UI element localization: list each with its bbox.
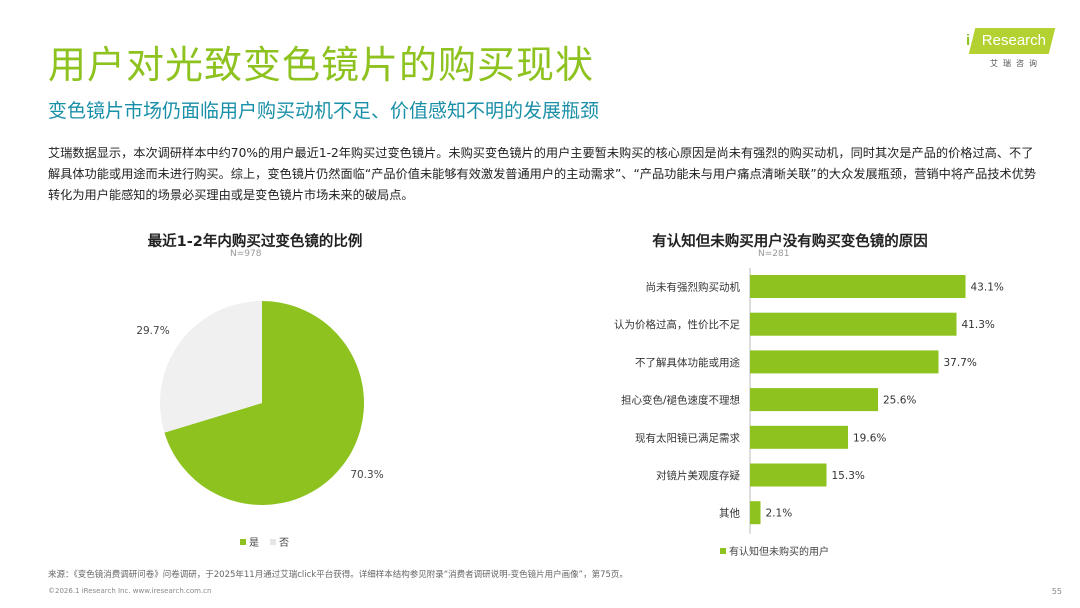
bar-value-label-6: 2.1% [766, 508, 793, 520]
bar-value-label-4: 19.6% [853, 432, 886, 444]
pie-label-0: 70.3% [350, 469, 383, 481]
logo-i: i [966, 32, 971, 49]
page-subtitle: 变色镜片市场仍面临用户购买动机不足、价值感知不明的发展瓶颈 [48, 100, 600, 122]
pie-legend-label-0: 是 [249, 537, 259, 549]
pie-chart: 70.3% 29.7% 是 否 [136, 301, 384, 549]
pie-legend-label-1: 否 [279, 537, 289, 549]
page-title: 用户对光致变色镜片的购买现状 [48, 43, 595, 87]
bar-category-5: 对镜片美观度存疑 [656, 469, 740, 482]
pie-slice-1 [159, 301, 262, 433]
bar-legend-label: 有认知但未购买的用户 [729, 545, 829, 558]
pie-chart-sample-size: N=978 [230, 249, 262, 259]
bar-3 [750, 388, 878, 412]
bar-4 [750, 425, 848, 449]
bar-category-4: 现有太阳镜已满足需求 [635, 431, 740, 444]
bar-category-0: 尚未有强烈购买动机 [646, 281, 741, 294]
bar-chart-sample-size: N=281 [758, 249, 790, 259]
bar-value-label-2: 37.7% [944, 357, 977, 369]
bar-5 [750, 463, 827, 487]
pie-slice-0 [164, 301, 364, 505]
pie-legend-swatch-0 [240, 539, 246, 545]
summary-text: 艾瑞数据显示，本次调研样本中约70%的用户最近1-2年购买过变色镜片。未购买变色… [48, 146, 1037, 202]
copyright: ©2026.1 iResearch Inc. www.iresearch.com… [48, 587, 212, 595]
bar-6 [750, 501, 761, 525]
bar-chart-title: 有认知但未购买用户没有购买变色镜的原因 [652, 234, 928, 250]
bar-category-6: 其他 [719, 507, 740, 520]
bar-value-label-3: 25.6% [883, 395, 916, 407]
bar-category-2: 不了解具体功能或用途 [635, 356, 740, 369]
bar-1 [750, 312, 957, 336]
bar-category-1: 认为价格过高，性价比不足 [614, 318, 740, 331]
bar-category-3: 担心变色/褪色速度不理想 [621, 394, 740, 407]
pie-legend-swatch-1 [270, 539, 276, 545]
logo-text: Research [981, 32, 1046, 49]
bar-2 [750, 350, 939, 374]
bar-legend-swatch [720, 548, 726, 554]
pie-label-1: 29.7% [136, 325, 169, 337]
source-note: 来源：《变色镜消费调研问卷》问卷调研，于2025年11月通过艾瑞click平台获… [48, 570, 628, 580]
iresearch-logo: i Research 艾瑞咨询 [966, 24, 1056, 74]
page-number: 55 [1051, 587, 1062, 596]
bar-chart: 尚未有强烈购买动机 43.1% 认为价格过高，性价比不足 41.3% 不了解具体功能或用… [614, 268, 1004, 558]
logo-subtext: 艾瑞咨询 [990, 59, 1042, 68]
pie-chart-title: 最近1-2年内购买过变色镜的比例 [147, 234, 363, 250]
bar-value-label-1: 41.3% [962, 319, 995, 331]
bar-0 [750, 275, 966, 298]
bar-value-label-0: 43.1% [971, 282, 1004, 294]
bar-value-label-5: 15.3% [832, 470, 865, 482]
